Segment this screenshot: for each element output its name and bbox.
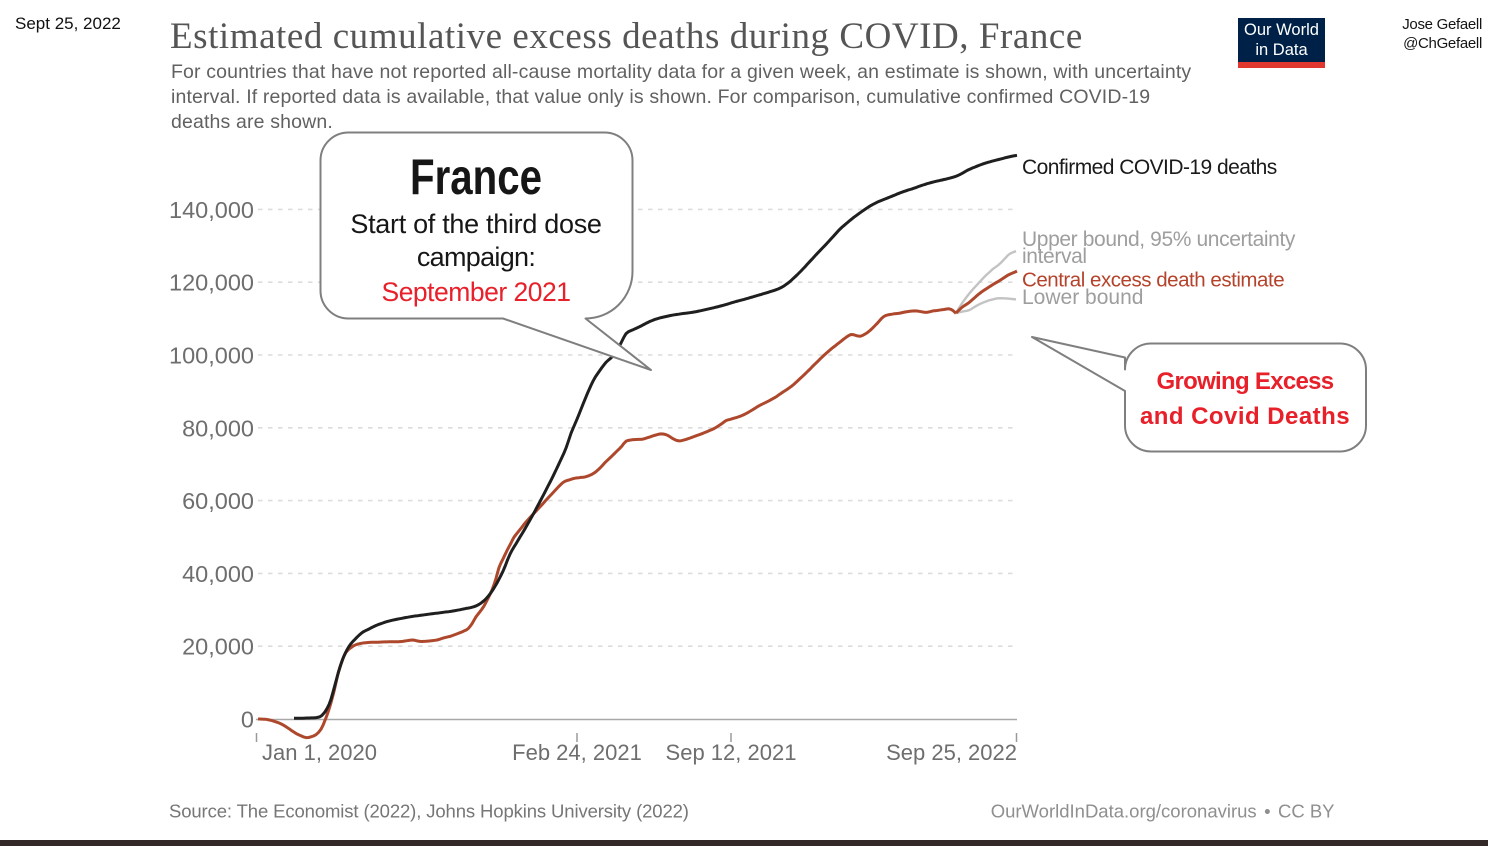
svg-text:Sep 12, 2021: Sep 12, 2021: [666, 740, 797, 765]
svg-text:140,000: 140,000: [169, 197, 254, 223]
svg-text:Growing Excess: Growing Excess: [1157, 368, 1334, 395]
svg-text:Feb 24, 2021: Feb 24, 2021: [512, 740, 642, 765]
svg-text:OurWorldInData.org/coronavirus: OurWorldInData.org/coronavirus • CC BY: [991, 801, 1335, 822]
svg-text:September 2021: September 2021: [382, 277, 571, 307]
svg-text:Central excess death estimate: Central excess death estimate: [1022, 269, 1284, 292]
svg-text:Start of the third dose: Start of the third dose: [350, 209, 601, 239]
svg-text:and Covid Deaths: and Covid Deaths: [1140, 403, 1350, 430]
svg-text:France: France: [410, 149, 542, 205]
svg-text:interval: interval: [1022, 245, 1087, 268]
svg-text:Lower bound: Lower bound: [1022, 286, 1143, 309]
svg-text:60,000: 60,000: [182, 488, 254, 514]
svg-text:campaign:: campaign:: [417, 242, 535, 272]
svg-text:40,000: 40,000: [182, 561, 254, 587]
svg-text:20,000: 20,000: [182, 634, 254, 660]
svg-text:Upper bound, 95% uncertainty: Upper bound, 95% uncertainty: [1022, 228, 1296, 251]
svg-text:0: 0: [241, 707, 254, 733]
svg-text:80,000: 80,000: [182, 415, 254, 441]
svg-text:120,000: 120,000: [169, 270, 254, 296]
svg-text:Confirmed COVID-19 deaths: Confirmed COVID-19 deaths: [1022, 156, 1277, 179]
svg-text:Jan 1, 2020: Jan 1, 2020: [262, 740, 377, 765]
svg-text:100,000: 100,000: [169, 343, 254, 369]
svg-text:Source: The Economist (2022),: Source: The Economist (2022), Johns Hopk…: [169, 801, 689, 822]
svg-text:Sep 25, 2022: Sep 25, 2022: [886, 740, 1017, 765]
